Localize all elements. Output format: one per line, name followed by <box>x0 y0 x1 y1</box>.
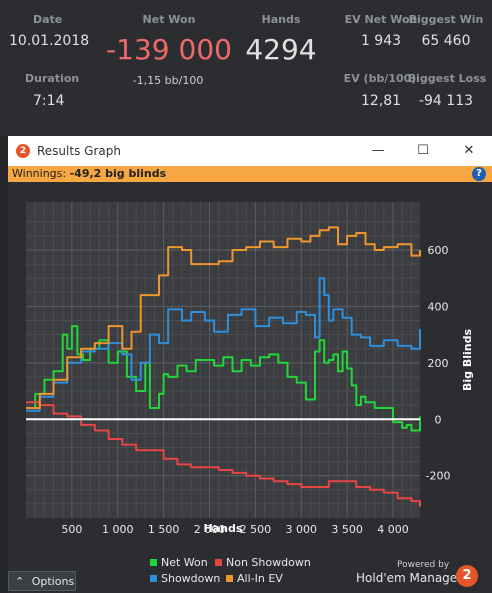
y-axis-ticks: -200 0 200 400 600 <box>426 244 451 483</box>
hm2-logo-icon: 2 <box>16 144 30 158</box>
legend-label-net-won: Net Won <box>161 556 208 569</box>
legend-non-showdown: Non Showdown <box>215 556 311 569</box>
duration-label: Duration <box>25 72 80 85</box>
date-label: Date <box>33 13 63 26</box>
y-tick-label: -200 <box>426 470 451 483</box>
series-group <box>26 226 421 507</box>
bb-per-100-value: -1,15 bb/100 <box>132 74 204 87</box>
ev-bb100-label: EV (bb/100) <box>343 72 417 85</box>
brand-logo-icon: 2 <box>456 565 478 587</box>
x-axis-ticks: 500 1 000 1 500 2 000 2 500 3 000 3 500 4 000 <box>61 523 408 536</box>
results-graph-window: 2 Results Graph — ☐ ✕ Winnings: -49,2 bi… <box>8 136 492 593</box>
ev-net-won-label: EV Net Won <box>344 13 418 26</box>
x-tick-label: 4 000 <box>377 523 409 536</box>
legend-swatch-all-in-ev <box>226 575 233 582</box>
series-line-non-showdown <box>26 401 421 507</box>
options-button[interactable]: ⌃ Options <box>8 571 76 591</box>
biggest-loss-label: Biggest Loss <box>407 72 487 85</box>
legend-label-non-showdown: Non Showdown <box>226 556 311 569</box>
window-title: Results Graph <box>37 144 121 158</box>
y-tick-label: 600 <box>428 244 449 257</box>
biggest-win-label: Biggest Win <box>408 13 484 26</box>
minimize-button[interactable]: — <box>371 143 385 158</box>
x-tick-label: 3 000 <box>286 523 318 536</box>
legend-swatch-net-won <box>150 559 157 566</box>
x-tick-label: 1 000 <box>102 523 134 536</box>
legend-label-showdown: Showdown <box>161 572 221 585</box>
series-line-net-won <box>26 325 421 432</box>
hands-label: Hands <box>261 13 301 26</box>
winnings-value: -49,2 big blinds <box>69 167 167 180</box>
series-line-all-in-ev <box>26 226 421 409</box>
ev-bb100-value: 12,81 <box>360 93 402 109</box>
y-tick-label: 400 <box>428 300 449 313</box>
y-tick-label: 0 <box>435 413 442 426</box>
help-icon[interactable]: ? <box>472 167 486 181</box>
biggest-win-value: 65 460 <box>421 33 471 49</box>
net-won-value: -139 000 <box>106 33 232 66</box>
legend-net-won: Net Won <box>150 556 208 569</box>
winnings-bar: Winnings: -49,2 big blinds ? <box>8 166 492 182</box>
y-tick-label: 200 <box>428 357 449 370</box>
winnings-label: Winnings: <box>12 167 67 180</box>
title-bar[interactable]: 2 Results Graph — ☐ ✕ <box>8 136 492 166</box>
y-axis-title: Big Blinds <box>461 329 474 391</box>
maximize-button[interactable]: ☐ <box>417 143 429 158</box>
close-button[interactable]: ✕ <box>463 143 475 158</box>
options-label: Options <box>31 575 75 588</box>
biggest-loss-value: -94 113 <box>418 93 474 109</box>
x-axis-title: Hands <box>204 522 243 535</box>
x-tick-label: 2 000 <box>194 523 226 536</box>
stats-panel: Date 10.01.2018 Duration 7:14 Net Won -1… <box>0 0 492 136</box>
results-chart: 500 1 000 1 500 2 000 2 500 3 000 3 500 4 000 -… <box>26 202 474 536</box>
ev-net-won-value: 1 943 <box>360 33 402 49</box>
legend-label-all-in-ev: All-In EV <box>237 572 283 585</box>
chevron-up-icon: ⌃ <box>15 575 25 588</box>
powered-by-text: Powered by <box>397 560 450 570</box>
legend-swatch-non-showdown <box>215 559 222 566</box>
x-tick-label: 2 500 <box>240 523 272 536</box>
date-value: 10.01.2018 <box>9 33 90 49</box>
winnings-summary: Winnings: -49,2 big blinds <box>12 167 166 180</box>
x-tick-label: 500 <box>61 523 82 536</box>
hands-value: 4294 <box>245 33 317 66</box>
left-strip <box>0 136 8 593</box>
legend-all-in-ev: All-In EV <box>226 572 283 585</box>
legend-swatch-showdown <box>150 575 157 582</box>
legend-showdown: Showdown <box>150 572 220 585</box>
brand-name: Hold'em Manager <box>356 571 463 585</box>
x-tick-label: 1 500 <box>148 523 180 536</box>
duration-value: 7:14 <box>33 93 65 109</box>
x-tick-label: 3 500 <box>331 523 363 536</box>
net-won-label: Net Won <box>142 13 196 26</box>
